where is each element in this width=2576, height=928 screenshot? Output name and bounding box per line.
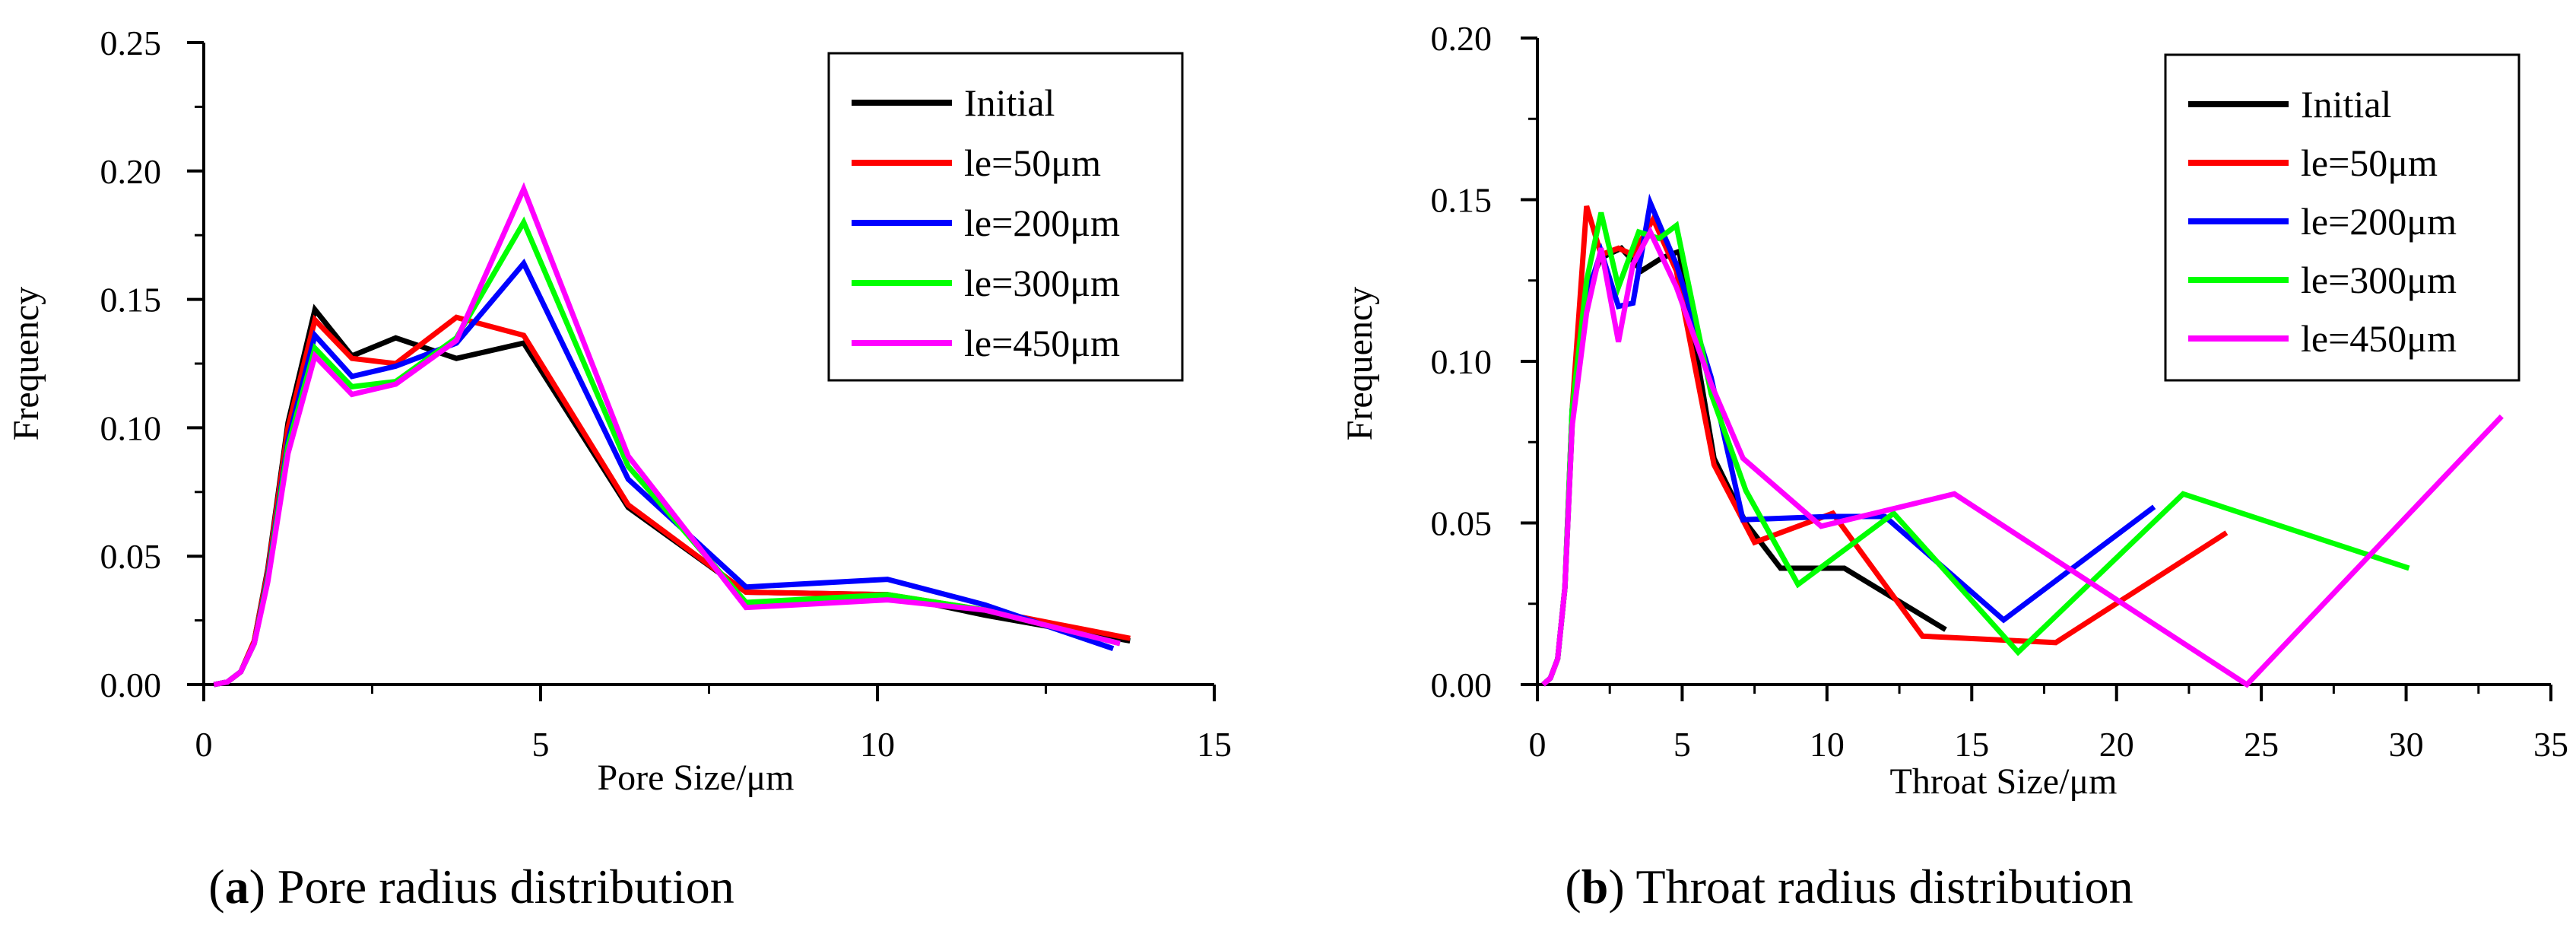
chart-b-x-tick-label: 25 (2244, 725, 2279, 764)
chart-a-legend-label-1: Initial (964, 81, 1055, 124)
caption-b-letter: b (1581, 860, 1609, 914)
chart-a-x-label: Pore Size/μm (597, 758, 794, 798)
chart-a-x-tick-label: 0 (195, 725, 213, 764)
chart-a-y-tick-label: 0.25 (100, 24, 162, 62)
chart-a-y-tick-label: 0.20 (100, 152, 162, 191)
chart-b-x-tick-label: 0 (1529, 725, 1547, 764)
caption-b: (b) Throat radius distribution (1565, 860, 2133, 914)
chart-b-legend-label-4: le=300μm (2301, 259, 2457, 301)
chart-a-legend-label-3: le=200μm (964, 202, 1120, 244)
caption-a-letter: a (225, 860, 249, 914)
chart-b-legend-label-5: le=450μm (2301, 317, 2457, 360)
chart-b-y-tick-label: 0.00 (1431, 666, 1493, 704)
chart-b-x-tick-label: 5 (1673, 725, 1691, 764)
chart-a-x-tick-label: 5 (532, 725, 550, 764)
caption-b-text: Throat radius distribution (1635, 860, 2133, 914)
chart-b-y-tick-label: 0.05 (1431, 504, 1493, 543)
chart-panel-b: 0 5 10 15 20 25 30 35 0.00 0.05 0.10 0.15 0.20 Throat… (1340, 19, 2568, 802)
chart-a-y-tick-label: 0.05 (100, 537, 162, 576)
chart-a-legend-label-4: le=300μm (964, 262, 1120, 304)
chart-b-x-tick-label: 15 (1954, 725, 1989, 764)
chart-b-legend-box (2164, 53, 2520, 382)
chart-b-y-label: Frequency (1340, 287, 1380, 441)
chart-b-y-tick-label: 0.20 (1431, 19, 1493, 58)
chart-b-series-line-2 (1541, 205, 2229, 687)
chart-b-legend-label-1: Initial (2301, 83, 2391, 126)
chart-a-y-tick-label: 0.10 (100, 408, 162, 447)
chart-a-y-label: Frequency (6, 287, 46, 441)
chart-b-series-line-5 (1541, 226, 2504, 688)
chart-a-legend-label-5: le=450μm (964, 322, 1120, 364)
chart-b-x-tick-label: 10 (1810, 725, 1845, 764)
chart-b-x-tick-label: 35 (2533, 725, 2568, 764)
chart-a-y-tick-label: 0.00 (100, 666, 162, 704)
caption-a: (a) Pore radius distribution (208, 860, 734, 914)
chart-a-legend-box (827, 52, 1184, 382)
chart-b-y-tick-label: 0.10 (1431, 342, 1493, 381)
chart-panel-a: 0 5 10 15 0.00 0.05 0.10 0.15 0.20 0.25 Pore Size/… (6, 24, 1232, 798)
chart-b-legend-label-2: le=50μm (2301, 141, 2438, 184)
chart-a-series-line-5 (213, 182, 1121, 688)
chart-a-x-tick-label: 15 (1197, 725, 1232, 764)
caption-a-text: Pore radius distribution (278, 860, 734, 914)
chart-a-legend-label-2: le=50μm (964, 141, 1101, 184)
chart-b-x-label: Throat Size/μm (1890, 761, 2118, 802)
chart-a-x-tick-label: 10 (860, 725, 895, 764)
chart-b-y-tick-label: 0.15 (1431, 181, 1493, 220)
chart-a-y-tick-label: 0.15 (100, 281, 162, 319)
chart-b-legend-label-3: le=200μm (2301, 200, 2457, 243)
chart-b-series-line-1 (1541, 245, 1947, 687)
chart-b-x-tick-label: 30 (2389, 725, 2424, 764)
chart-b-x-tick-label: 20 (2099, 725, 2134, 764)
